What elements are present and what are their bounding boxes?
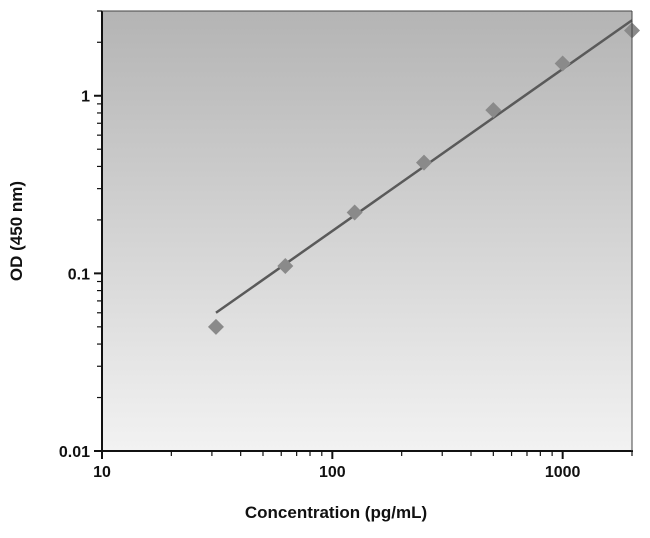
x-tick-label: 1000 [545,464,581,481]
data-point [346,204,363,221]
data-point [207,318,224,335]
y-tick-label: 1 [81,89,90,106]
x-tick-label: 10 [93,464,111,481]
y-axis-label: OD (450 nm) [7,181,26,281]
y-tick-label: 0.01 [59,444,90,461]
plot-area [102,11,632,451]
y-tick-label: 0.1 [68,266,90,283]
data-point [554,55,571,72]
x-tick-label: 100 [319,464,346,481]
data-point [415,154,432,171]
data-point [485,102,502,119]
x-axis-label: Concentration (pg/mL) [245,503,427,522]
data-point [277,258,294,275]
